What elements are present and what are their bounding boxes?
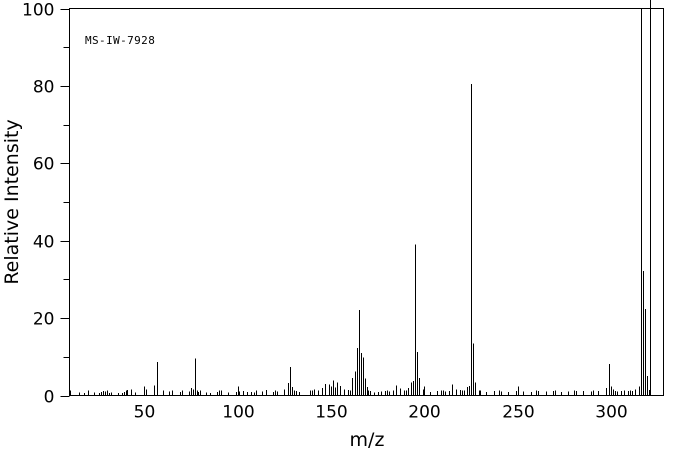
x-tick-label: 100: [222, 403, 254, 423]
x-tick-label: 50: [134, 403, 156, 423]
y-tick-label: 100: [22, 1, 54, 21]
x-tick-label: 250: [502, 403, 534, 423]
x-tick-label: 200: [408, 403, 440, 423]
y-axis-title: Relative Intensity: [1, 119, 23, 284]
x-axis-title: m/z: [350, 429, 385, 451]
y-tick-label: 60: [33, 155, 55, 175]
y-tick-label: 40: [33, 233, 55, 253]
peak-series: [79, 0, 651, 396]
y-axis-tick-labels: 0 20 40 60 80 100: [22, 1, 54, 408]
plot-frame: [68, 7, 665, 397]
y-tick-label: 20: [33, 310, 55, 330]
y-tick-label: 80: [33, 78, 55, 98]
x-axis-tick-labels: 50 100 150 200 250 300: [134, 403, 628, 423]
y-tick-label: 0: [44, 388, 55, 408]
x-tick-label: 150: [315, 403, 347, 423]
plot-border: [68, 7, 665, 397]
y-axis-ticks: [60, 9, 70, 397]
sample-id-annotation: MS-IW-7928: [85, 34, 155, 47]
x-tick-label: 300: [595, 403, 627, 423]
x-axis-ticks: [70, 386, 650, 396]
